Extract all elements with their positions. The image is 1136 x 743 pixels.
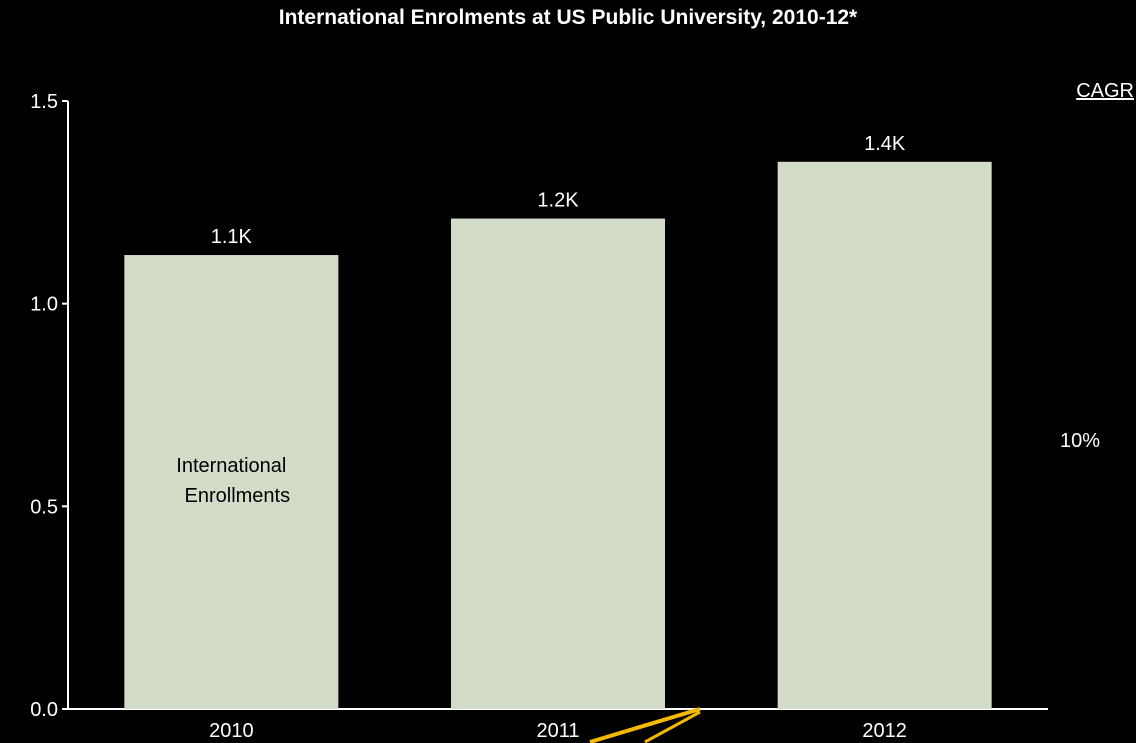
labels: 1.1K 2010 International Enrollments 1.2K 2011… bbox=[176, 133, 907, 743]
y-tick-label: 0.5 bbox=[30, 496, 58, 518]
bar-annotation-label: Enrollments bbox=[185, 485, 291, 507]
chart-title: International Enrolments at US Public Un… bbox=[278, 6, 858, 29]
arrow-stroke bbox=[644, 710, 701, 743]
bar bbox=[124, 255, 339, 709]
x-tick-label: 2012 bbox=[862, 720, 907, 742]
data-label: 1.1K bbox=[211, 226, 253, 248]
data-label: 1.4K bbox=[864, 133, 906, 155]
y-tick-label: 1.5 bbox=[30, 91, 58, 113]
bar bbox=[451, 218, 665, 709]
y-tick-label: 0.0 bbox=[30, 699, 58, 721]
x-tick-label: 2011 bbox=[536, 720, 579, 742]
y-tick-label: 1.0 bbox=[30, 294, 58, 316]
cagr-value: 10% bbox=[1060, 430, 1101, 452]
bar-annotation-label: International bbox=[176, 455, 286, 477]
x-tick-label: 2010 bbox=[209, 720, 254, 742]
data-label: 1.2K bbox=[537, 190, 579, 212]
bar bbox=[777, 161, 992, 710]
cagr-header: CAGR bbox=[1076, 80, 1134, 102]
arrow-stroke bbox=[589, 707, 701, 743]
bars bbox=[124, 161, 992, 710]
